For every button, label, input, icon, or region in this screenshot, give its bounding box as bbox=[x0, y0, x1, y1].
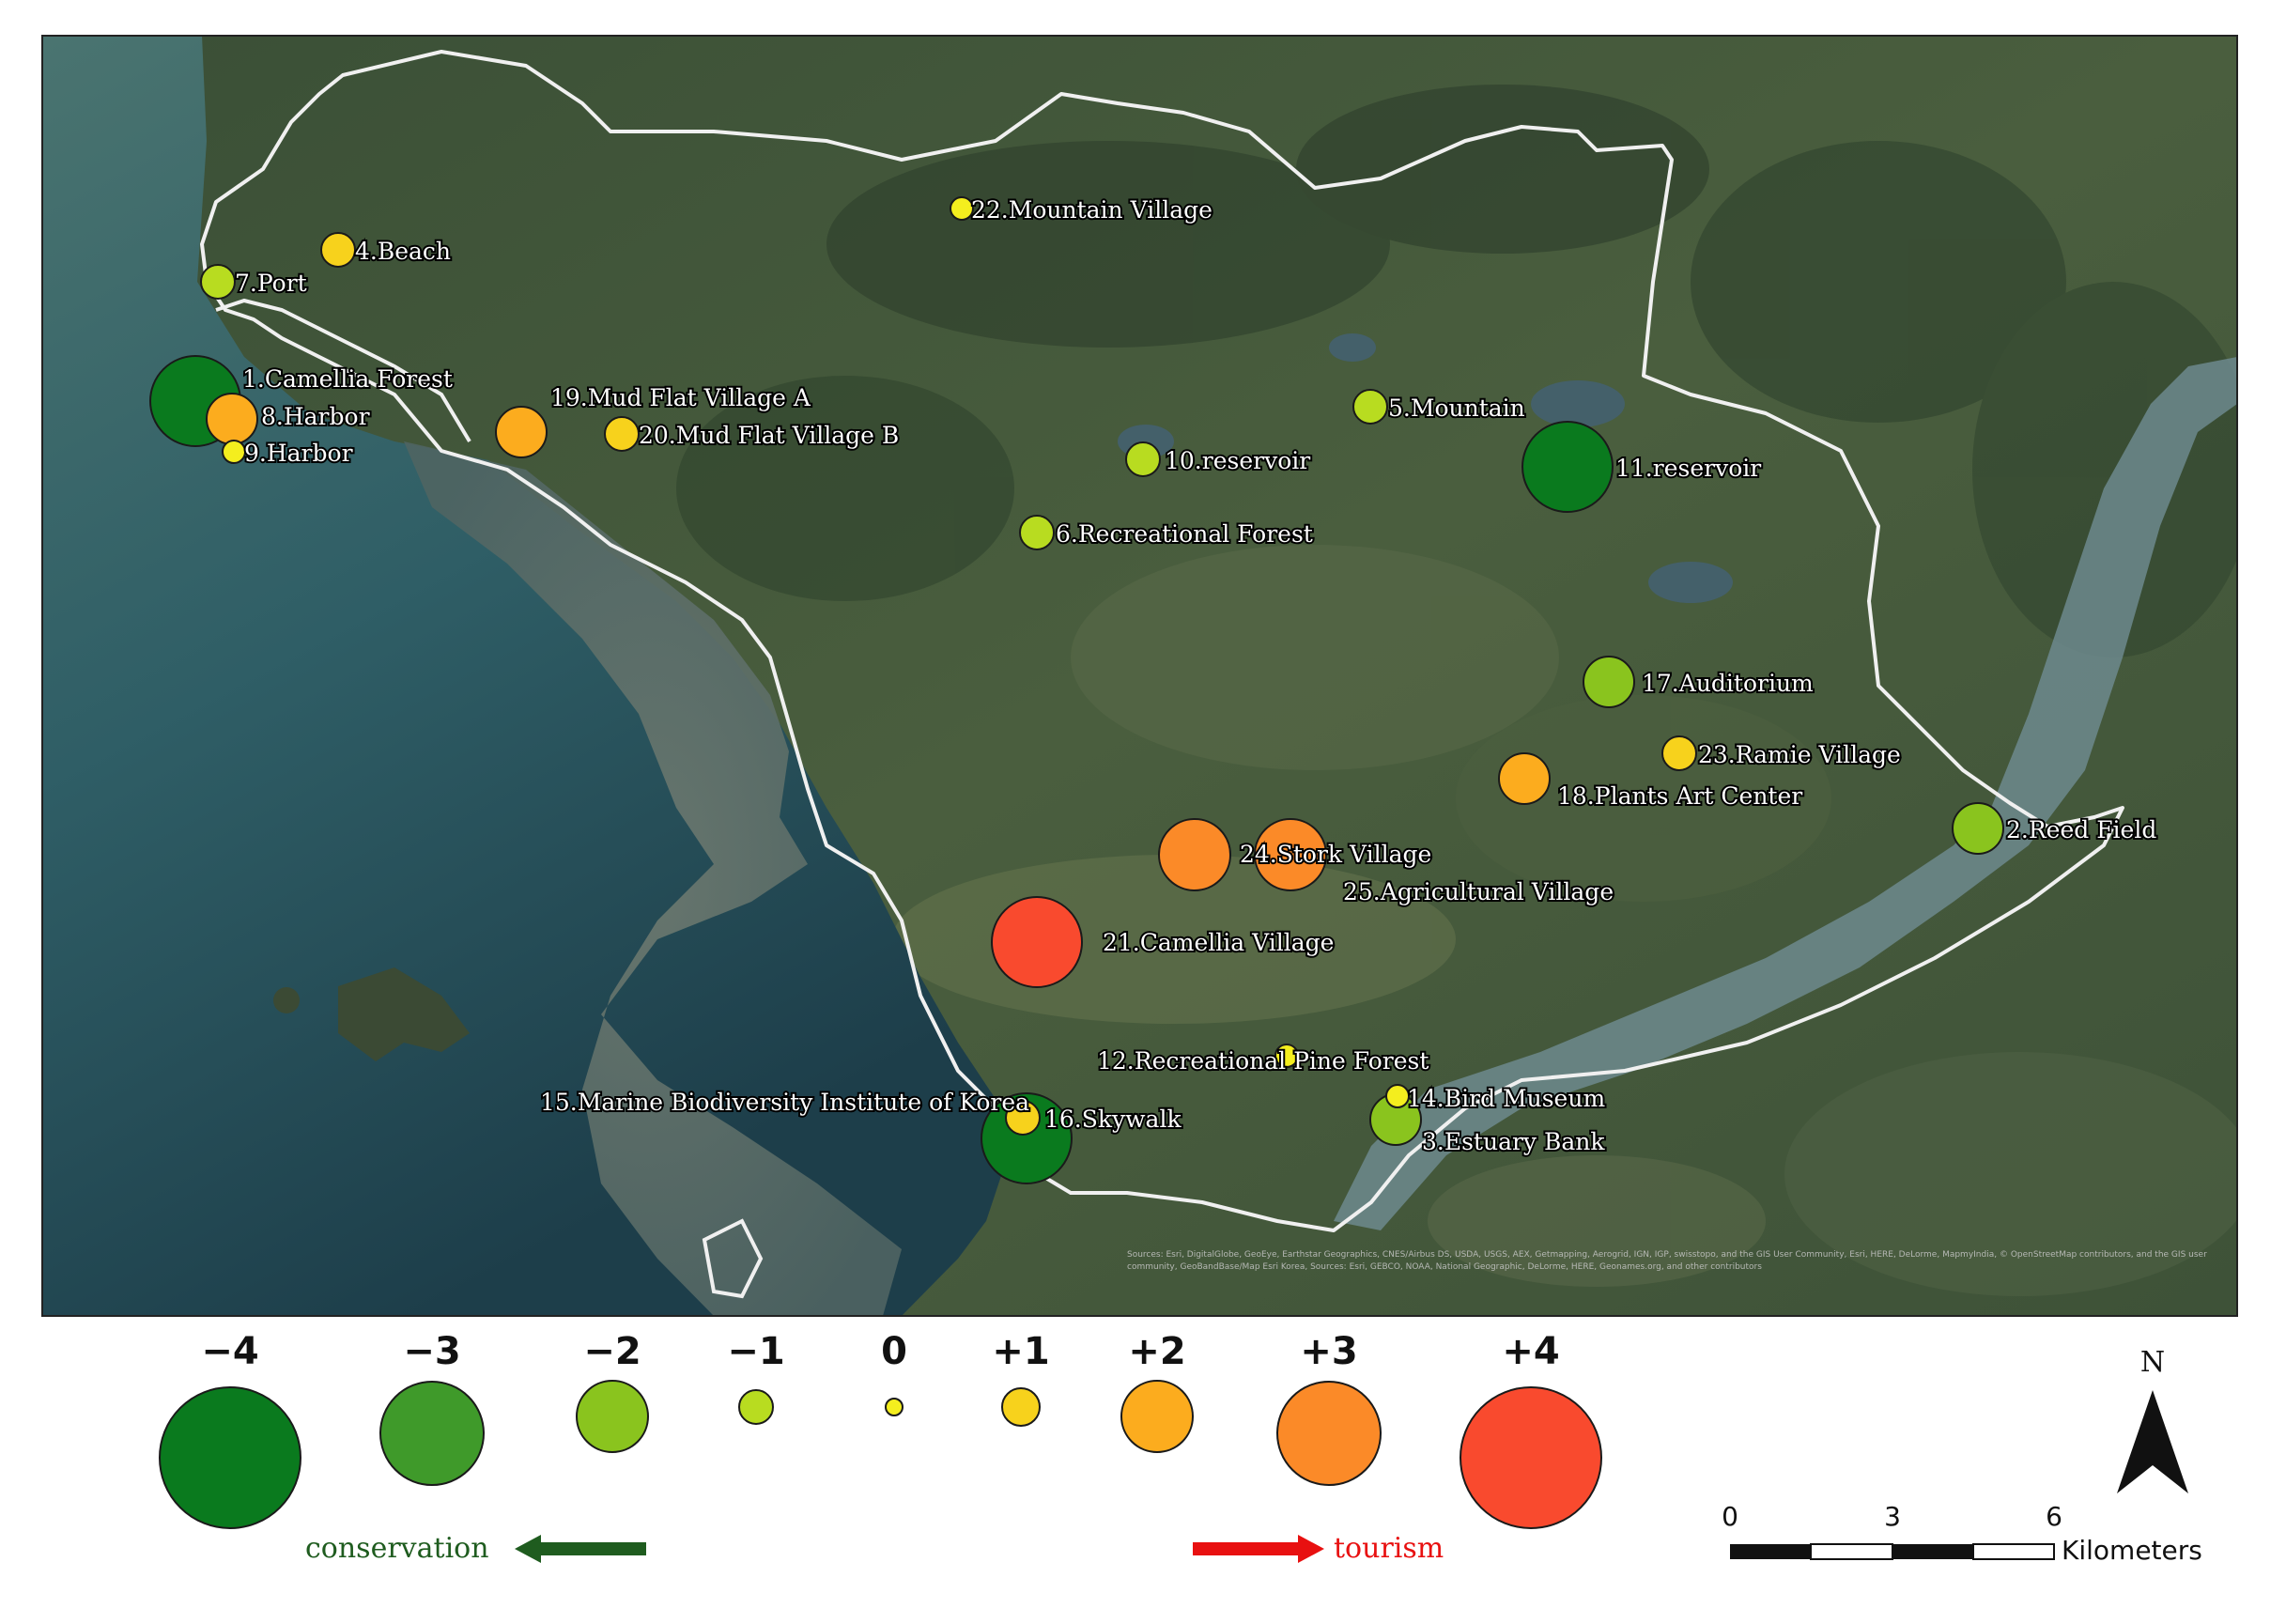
north-label: N bbox=[2140, 1346, 2165, 1379]
site-label: 7.Port bbox=[235, 270, 307, 297]
site-label: 20.Mud Flat Village B bbox=[639, 422, 899, 449]
site-marker bbox=[1352, 389, 1388, 425]
site-marker bbox=[1498, 752, 1551, 805]
tourism-label: tourism bbox=[1334, 1532, 1444, 1565]
north-arrow-icon bbox=[2117, 1390, 2188, 1493]
direction-indicator: conservation tourism bbox=[305, 1532, 1444, 1565]
reservoirs bbox=[1118, 333, 1733, 603]
map-attribution: Sources: Esri, DigitalGlobe, GeoEye, Ear… bbox=[1127, 1250, 2207, 1272]
site-marker bbox=[1125, 441, 1161, 477]
legend-label: +3 bbox=[1300, 1330, 1357, 1373]
scale-segment bbox=[1892, 1544, 1973, 1559]
site-marker bbox=[1005, 1100, 1041, 1136]
site-label: 18.Plants Art Center bbox=[1557, 782, 1802, 810]
site-marker bbox=[981, 1092, 1073, 1184]
site-marker bbox=[320, 232, 356, 268]
attribution-box: Sources: Esri, DigitalGlobe, GeoEye, Ear… bbox=[1127, 1250, 2207, 1272]
north-arrow: N bbox=[2117, 1346, 2188, 1493]
site-label: 12.Recreational Pine Forest bbox=[1097, 1047, 1429, 1075]
legend-swatch bbox=[738, 1389, 774, 1425]
tourism-arrow bbox=[1193, 1535, 1324, 1563]
site-label: 1.Camellia Forest bbox=[242, 365, 453, 393]
site-marker bbox=[1274, 1044, 1299, 1068]
site-marker bbox=[222, 440, 246, 464]
legend-swatch bbox=[885, 1398, 904, 1416]
site-label: 23.Ramie Village bbox=[1698, 741, 1901, 768]
legend: −4 −3 −2 −1 0 +1 +2 +3 +4 bbox=[159, 1330, 1602, 1529]
site-marker bbox=[200, 264, 236, 300]
site-label: 16.Skywalk bbox=[1044, 1106, 1182, 1133]
site-label: 15.Marine Biodiversity Institute of Kore… bbox=[540, 1089, 1029, 1116]
conservation-arrow bbox=[515, 1535, 646, 1563]
legend-label: +2 bbox=[1128, 1330, 1185, 1373]
site-label: 14.Bird Museum bbox=[1407, 1085, 1605, 1112]
mud-flat bbox=[404, 441, 902, 1316]
legend-swatch bbox=[1460, 1386, 1602, 1529]
site-label: 11.reservoir bbox=[1615, 455, 1761, 482]
site-marker bbox=[1385, 1084, 1410, 1108]
legend-label: −4 bbox=[201, 1330, 258, 1373]
scale-segment bbox=[1972, 1543, 2055, 1560]
site-label: 10.reservoir bbox=[1165, 447, 1310, 474]
scale-segment bbox=[1810, 1543, 1893, 1560]
legend-swatch bbox=[1001, 1387, 1041, 1427]
legend-label: −3 bbox=[403, 1330, 460, 1373]
study-area-boundary bbox=[200, 50, 2124, 1232]
scale-tick-label: 3 bbox=[1884, 1501, 1901, 1532]
legend-label: −2 bbox=[583, 1330, 641, 1373]
scale-tick-label: 6 bbox=[2046, 1501, 2062, 1532]
legend-swatch bbox=[159, 1386, 301, 1529]
conservation-label: conservation bbox=[305, 1532, 489, 1565]
scale-tick-label: 0 bbox=[1722, 1501, 1738, 1532]
legend-swatch bbox=[1120, 1380, 1194, 1453]
legend-label: +4 bbox=[1502, 1330, 1559, 1373]
site-marker bbox=[604, 416, 640, 452]
legend-label: −1 bbox=[727, 1330, 784, 1373]
legend-swatch bbox=[576, 1380, 649, 1453]
site-label: 3.Estuary Bank bbox=[1422, 1128, 1605, 1155]
site-label: 2.Reed Field bbox=[2006, 816, 2156, 843]
site-label: 19.Mud Flat Village A bbox=[550, 384, 811, 411]
site-label: 17.Auditorium bbox=[1642, 670, 1814, 697]
site-marker bbox=[950, 196, 974, 221]
site-marker bbox=[495, 406, 548, 458]
map-panel: Sources: Esri, DigitalGlobe, GeoEye, Ear… bbox=[42, 36, 2237, 1316]
island-outline bbox=[702, 1218, 764, 1299]
site-marker bbox=[1019, 515, 1055, 550]
site-label: 8.Harbor bbox=[261, 403, 370, 430]
coast-outline bbox=[215, 298, 471, 443]
site-label: 6.Recreational Forest bbox=[1056, 520, 1313, 548]
site-marker bbox=[1583, 656, 1635, 708]
map-frame bbox=[41, 35, 2238, 1317]
site-marker bbox=[1521, 421, 1614, 513]
legend-swatch bbox=[1276, 1381, 1382, 1486]
site-label: 25.Agricultural Village bbox=[1343, 878, 1614, 905]
site-marker bbox=[1254, 818, 1327, 891]
scale-segment bbox=[1730, 1544, 1811, 1559]
site-marker bbox=[991, 896, 1083, 988]
site-label: 21.Camellia Village bbox=[1103, 929, 1334, 956]
site-label: 22.Mountain Village bbox=[971, 196, 1213, 224]
sites-layer: 1.Camellia Forest 2.Reed Field 3.Estuary B… bbox=[149, 194, 2158, 1184]
scale-bar: 0 3 6 Kilometers bbox=[1722, 1501, 2202, 1566]
site-label: 9.Harbor bbox=[244, 440, 353, 467]
site-label: 24.Stork Village bbox=[1240, 841, 1431, 868]
site-marker bbox=[1158, 818, 1231, 891]
site-label: 5.Mountain bbox=[1388, 394, 1525, 422]
site-marker bbox=[206, 393, 258, 445]
scale-unit: Kilometers bbox=[2062, 1535, 2202, 1566]
site-label: 4.Beach bbox=[355, 238, 451, 265]
islands bbox=[273, 967, 470, 1061]
legend-label: 0 bbox=[881, 1330, 907, 1373]
legend-swatch bbox=[379, 1381, 485, 1486]
site-marker bbox=[1952, 802, 2004, 855]
site-marker bbox=[1661, 735, 1697, 771]
legend-label: +1 bbox=[992, 1330, 1049, 1373]
